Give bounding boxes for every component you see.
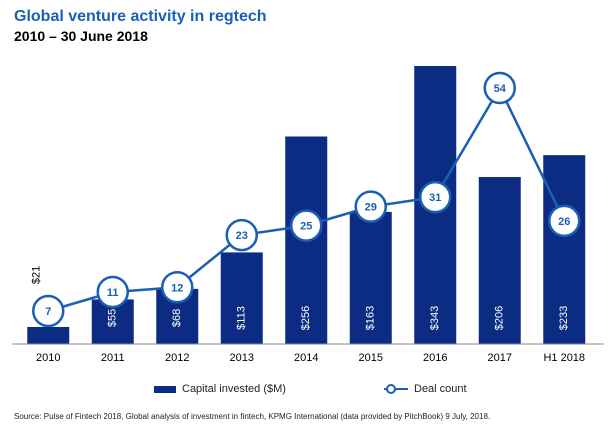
x-tick-label: 2013 [230,352,254,364]
x-tick-label: 2016 [423,352,447,364]
deal-count-marker [225,218,258,252]
deal-count-label: 7 [45,306,51,318]
x-tick-label: 2015 [359,352,383,364]
legend-line-swatch [384,384,408,394]
deal-count-label: 23 [236,230,248,242]
legend-bar-swatch [154,385,176,393]
bar-2017 [478,177,521,344]
bar-value-label: $343 [429,306,441,330]
x-tick-label: H1 2018 [543,352,585,364]
bar-2010 [27,326,70,344]
deal-count-marker [290,209,323,242]
legend-bars-label: Capital invested ($M) [182,383,286,395]
bar-value-label: $68 [171,309,183,327]
bar-h1-2018 [543,155,586,344]
chart-canvas: $21 $55 $68 $113 $256 $163 $343 $206 $233 7 11 12 23… [12,66,604,364]
legend-line: Deal count [384,383,467,395]
deal-count-label: 31 [429,192,441,204]
deal-count-marker [483,71,516,105]
bar-value-label: $256 [300,306,312,330]
deal-count-label: 25 [300,221,312,233]
deal-count-label: 12 [171,282,183,294]
source-note: Source: Pulse of Fintech 2018, Global an… [14,412,491,421]
bar-value-label: $206 [494,306,506,330]
deal-count-label: 11 [107,287,119,299]
deal-count-label: 29 [365,202,377,214]
deal-count-marker [354,190,387,223]
x-tick-label: 2011 [101,352,125,364]
bar-2015 [349,211,392,344]
bar-value-label: $163 [365,306,377,330]
deal-count-marker [161,271,194,304]
x-tick-label: 2017 [488,352,512,364]
bar-value-label: $55 [107,309,119,327]
legend-bars: Capital invested ($M) [154,383,286,395]
bar-value-label: $233 [558,306,570,330]
deal-count-marker [548,204,581,238]
deal-count-label: 26 [558,216,570,228]
deal-count-marker [96,275,129,309]
deal-count-marker [32,294,65,328]
deal-count-marker [419,180,452,214]
bar-value-label: $113 [236,306,248,330]
bar-2013 [220,252,263,344]
deal-count-label: 54 [494,83,507,95]
x-tick-label: 2012 [165,352,189,364]
chart-subtitle: 2010 – 30 June 2018 [14,28,148,44]
chart-title: Global venture activity in regtech [14,8,267,25]
bar-value-label: $21 [30,266,42,284]
legend-line-label: Deal count [414,383,467,395]
x-tick-label: 2014 [294,352,318,364]
x-tick-label: 2010 [36,352,60,364]
